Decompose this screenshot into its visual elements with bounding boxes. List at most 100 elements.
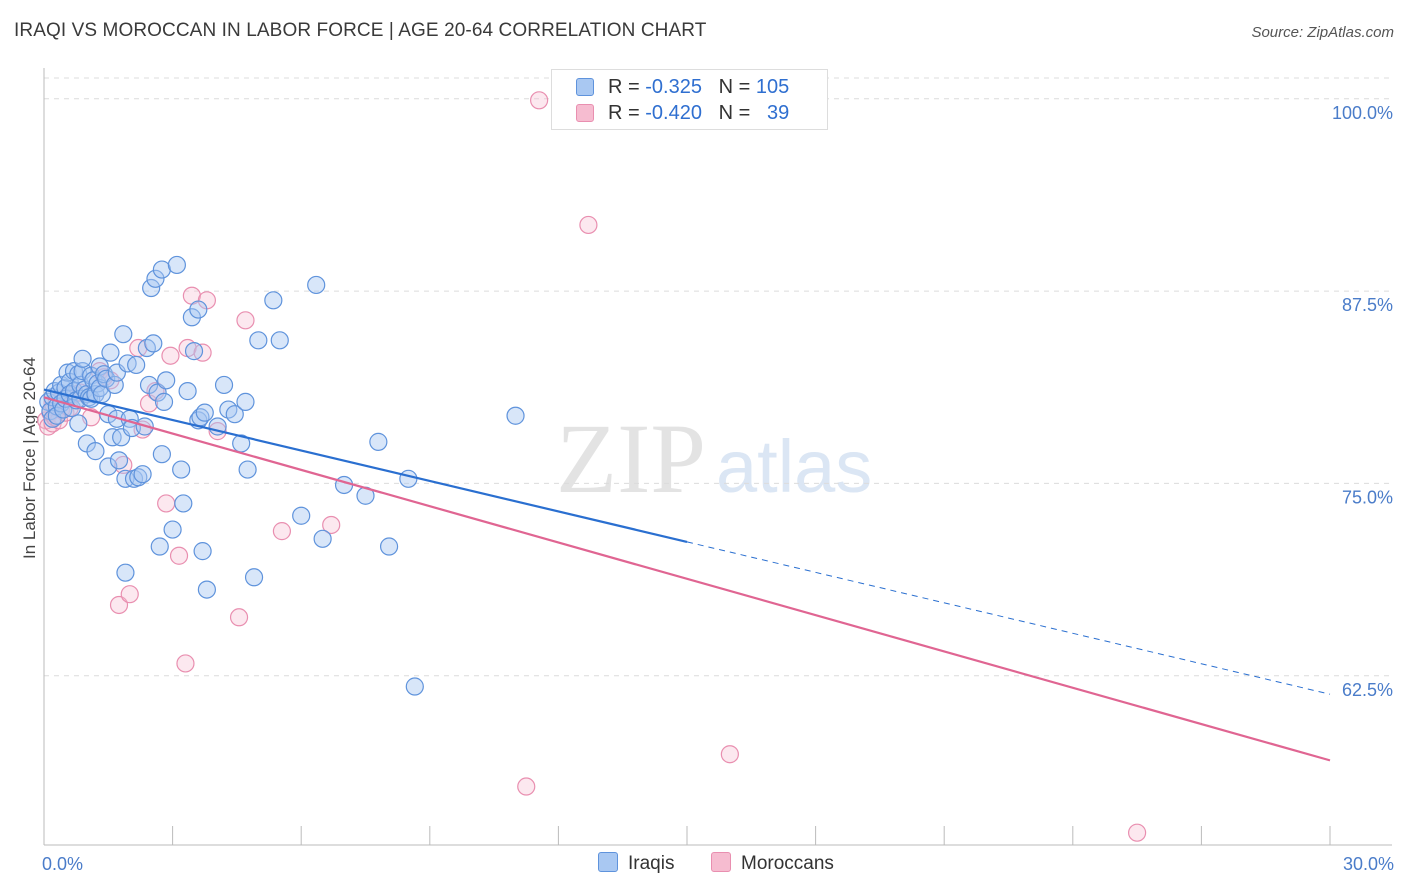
- moroccans-point: [322, 515, 341, 535]
- iraqis-point: [174, 494, 193, 513]
- iraqis-point: [292, 506, 311, 525]
- iraqis-point: [249, 331, 268, 350]
- iraqis-point: [152, 260, 171, 279]
- iraqis-point: [264, 291, 283, 310]
- iraqis-point: [270, 331, 289, 350]
- iraqis-point: [197, 580, 216, 599]
- x-tick-label-min: 0.0%: [42, 854, 83, 874]
- moroccans-point: [517, 777, 536, 796]
- iraqis-point: [313, 529, 332, 548]
- trend-lines: [43, 388, 1331, 762]
- iraqis-legend-label: Iraqis: [628, 853, 675, 874]
- moroccans-point: [530, 91, 549, 110]
- n-label: N =: [718, 102, 751, 124]
- iraqis-points: [39, 255, 525, 696]
- y-tick-label: 62.5%: [1342, 680, 1393, 700]
- iraqis-swatch: [576, 78, 594, 96]
- bottom-legend-iraqis: Iraqis: [598, 852, 674, 875]
- moroccans-point: [579, 215, 598, 235]
- legend-row-iraqis: R = -0.325 N = 105: [576, 76, 789, 100]
- iraqis-point: [405, 677, 424, 696]
- moroccans-point: [229, 608, 249, 627]
- iraqis-point: [334, 475, 354, 495]
- moroccans-n-value: 39: [767, 102, 790, 124]
- watermark-zip: ZIP: [556, 403, 706, 514]
- moroccans-point: [169, 546, 189, 565]
- iraqis-trend-line: [43, 388, 688, 543]
- iraqis-point: [225, 405, 244, 424]
- moroccans-point: [109, 595, 129, 615]
- iraqis-point: [69, 414, 88, 433]
- iraqis-point: [193, 542, 212, 561]
- moroccans-point: [157, 494, 176, 513]
- legend-row-moroccans: R = -0.420 N = 39: [576, 102, 789, 126]
- iraqis-point: [178, 382, 197, 401]
- iraqis-point: [506, 406, 525, 425]
- iraqis-point: [101, 343, 120, 362]
- moroccans-point: [720, 745, 739, 764]
- moroccans-point: [272, 522, 292, 541]
- bottom-legend-moroccans: Moroccans: [711, 852, 834, 875]
- iraqis-point: [99, 457, 118, 476]
- y-axis-label: In Labor Force | Age 20-64: [20, 357, 39, 559]
- y-tick-label: 87.5%: [1342, 295, 1393, 315]
- iraqis-point: [167, 255, 186, 275]
- iraqis-point: [184, 342, 204, 361]
- moroccans-point: [120, 585, 139, 604]
- iraqis-point: [86, 442, 105, 461]
- moroccans-point: [161, 346, 180, 365]
- iraqis-point: [109, 451, 129, 470]
- moroccans-trend-line: [43, 396, 1331, 762]
- iraqis-point: [172, 460, 191, 479]
- iraqis-point: [399, 469, 418, 488]
- y-tick-labels: 100.0% 87.5% 75.0% 62.5%: [1332, 103, 1393, 700]
- iraqis-point: [148, 383, 167, 402]
- iraqis-point: [73, 349, 92, 368]
- iraqis-point: [369, 432, 388, 451]
- iraqis-point: [163, 520, 182, 539]
- iraqis-point: [189, 300, 208, 319]
- iraqis-point: [236, 392, 255, 411]
- iraqis-point: [144, 334, 163, 353]
- iraqis-n-value: 105: [755, 76, 790, 98]
- iraqis-trend-extension: [686, 541, 1331, 695]
- moroccans-point: [1127, 823, 1147, 842]
- iraqis-point: [379, 537, 399, 556]
- y-tick-label: 100.0%: [1332, 103, 1393, 123]
- iraqis-point: [146, 269, 165, 288]
- y-tick-label: 75.0%: [1342, 487, 1393, 507]
- iraqis-legend-swatch: [598, 852, 618, 872]
- moroccans-point: [176, 654, 195, 673]
- iraqis-point: [238, 460, 257, 479]
- moroccans-swatch: [576, 104, 594, 122]
- moroccans-point: [236, 311, 255, 330]
- r-label: R =: [608, 102, 640, 124]
- source-credit: Source: ZipAtlas.com: [1251, 24, 1394, 41]
- iraqis-point: [214, 375, 234, 395]
- iraqis-point: [157, 371, 176, 390]
- iraqis-point: [195, 403, 214, 422]
- moroccans-r-value: -0.420: [645, 102, 702, 124]
- iraqis-point: [150, 537, 169, 556]
- iraqis-r-value: -0.325: [645, 76, 702, 98]
- iraqis-point: [307, 275, 326, 295]
- iraqis-point: [116, 563, 135, 582]
- iraqis-point: [142, 278, 161, 298]
- iraqis-point: [114, 325, 133, 344]
- iraqis-point: [133, 465, 152, 484]
- chart-title: IRAQI VS MOROCCAN IN LABOR FORCE | AGE 2…: [14, 20, 707, 41]
- watermark-atlas: atlas: [716, 425, 872, 508]
- moroccans-legend-label: Moroccans: [741, 853, 834, 874]
- moroccans-legend-swatch: [711, 852, 731, 872]
- iraqis-point: [244, 568, 264, 587]
- gridlines: [44, 77, 1392, 677]
- iraqis-point: [152, 445, 171, 464]
- iraqis-point: [127, 355, 146, 375]
- x-tick-label-max: 30.0%: [1343, 854, 1394, 874]
- n-label: N =: [718, 76, 751, 98]
- x-tick-marks: [172, 826, 1331, 845]
- r-label: R =: [608, 76, 640, 98]
- iraqis-point: [154, 392, 174, 411]
- stats-legend: R = -0.325 N = 105 R = -0.420 N = 39: [551, 69, 828, 130]
